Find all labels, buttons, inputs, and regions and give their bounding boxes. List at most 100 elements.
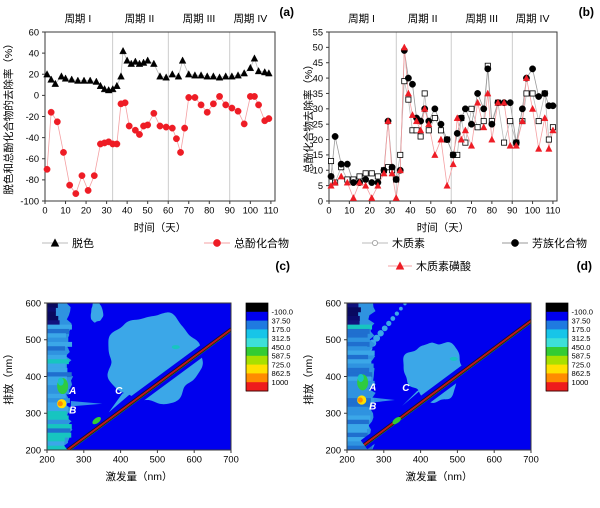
svg-text:C: C — [402, 383, 410, 394]
svg-text:(b): (b) — [579, 5, 594, 19]
svg-text:木质素: 木质素 — [392, 237, 425, 250]
svg-text:400: 400 — [113, 455, 129, 465]
svg-text:周期 I: 周期 I — [348, 13, 375, 25]
svg-text:总酚化合物去除率（%）: 总酚化合物去除率（%） — [302, 59, 315, 173]
svg-text:60: 60 — [446, 206, 456, 216]
svg-text:周期 II: 周期 II — [408, 13, 438, 25]
svg-text:600: 600 — [325, 298, 341, 308]
svg-text:200: 200 — [339, 455, 355, 465]
svg-text:(c): (c) — [275, 259, 290, 273]
svg-text:300: 300 — [376, 455, 392, 465]
svg-text:500: 500 — [25, 335, 41, 345]
svg-text:80: 80 — [487, 206, 497, 216]
svg-text:周期 III: 周期 III — [465, 13, 498, 25]
svg-text:1000: 1000 — [272, 378, 289, 387]
svg-text:50: 50 — [313, 43, 323, 53]
svg-text:450.0: 450.0 — [572, 343, 591, 352]
svg-text:90: 90 — [507, 206, 517, 216]
svg-text:300: 300 — [25, 409, 41, 419]
svg-text:587.5: 587.5 — [272, 352, 291, 361]
svg-text:30: 30 — [101, 206, 111, 216]
svg-text:862.5: 862.5 — [572, 369, 591, 378]
svg-text:激发量（nm）: 激发量（nm） — [105, 470, 172, 483]
svg-text:60: 60 — [163, 206, 173, 216]
svg-text:70: 70 — [184, 206, 194, 216]
svg-text:排放（nm）: 排放（nm） — [2, 348, 15, 405]
svg-text:木质素磺酸: 木质素磺酸 — [416, 259, 471, 273]
svg-text:-100: -100 — [20, 196, 39, 206]
svg-text:(a): (a) — [279, 5, 294, 19]
svg-text:600: 600 — [186, 455, 202, 465]
svg-text:300: 300 — [76, 455, 92, 465]
svg-text:700: 700 — [523, 455, 539, 465]
svg-text:80: 80 — [204, 206, 214, 216]
svg-text:100: 100 — [525, 206, 541, 216]
svg-text:600: 600 — [486, 455, 502, 465]
svg-text:B: B — [369, 402, 376, 413]
svg-text:30: 30 — [385, 206, 395, 216]
svg-text:700: 700 — [223, 455, 239, 465]
svg-text:60: 60 — [29, 27, 39, 37]
svg-text:500: 500 — [450, 455, 466, 465]
svg-text:725.0: 725.0 — [572, 360, 591, 369]
svg-text:400: 400 — [25, 372, 41, 382]
svg-text:55: 55 — [313, 27, 323, 37]
svg-text:312.5: 312.5 — [272, 334, 291, 343]
svg-text:450.0: 450.0 — [272, 343, 291, 352]
svg-text:0: 0 — [42, 206, 47, 216]
svg-text:(d): (d) — [577, 259, 592, 273]
svg-text:90: 90 — [225, 206, 235, 216]
svg-text:300: 300 — [325, 409, 341, 419]
svg-text:100: 100 — [243, 206, 259, 216]
svg-text:A: A — [368, 382, 376, 393]
svg-text:0: 0 — [318, 196, 323, 206]
svg-text:175.0: 175.0 — [572, 325, 591, 334]
svg-text:0: 0 — [326, 206, 331, 216]
svg-text:脱色和总酚化合物的去除率（%）: 脱色和总酚化合物的去除率（%） — [2, 38, 15, 194]
svg-text:200: 200 — [39, 455, 55, 465]
svg-text:C: C — [115, 386, 123, 397]
svg-text:周期 IV: 周期 IV — [233, 13, 267, 25]
svg-text:-80: -80 — [26, 175, 39, 185]
svg-text:总酚化合物: 总酚化合物 — [234, 236, 289, 250]
svg-text:312.5: 312.5 — [572, 334, 591, 343]
svg-text:500: 500 — [325, 335, 341, 345]
svg-text:50: 50 — [143, 206, 153, 216]
svg-text:400: 400 — [325, 372, 341, 382]
svg-text:激发量（nm）: 激发量（nm） — [405, 470, 472, 483]
svg-text:-20: -20 — [26, 112, 39, 122]
svg-text:20: 20 — [81, 206, 91, 216]
svg-text:周期 I: 周期 I — [64, 13, 91, 25]
svg-text:20: 20 — [365, 206, 375, 216]
svg-text:-100.0: -100.0 — [272, 308, 294, 317]
svg-text:-100.0: -100.0 — [572, 308, 594, 317]
svg-text:175.0: 175.0 — [272, 325, 291, 334]
svg-text:芳族化合物: 芳族化合物 — [532, 236, 587, 250]
svg-text:20: 20 — [29, 70, 39, 80]
svg-text:600: 600 — [25, 298, 41, 308]
svg-text:110: 110 — [546, 206, 561, 216]
svg-text:200: 200 — [25, 445, 41, 455]
svg-text:40: 40 — [405, 206, 415, 216]
svg-text:A: A — [68, 386, 76, 397]
svg-text:200: 200 — [325, 445, 341, 455]
svg-text:周期 II: 周期 II — [125, 13, 155, 25]
svg-text:500: 500 — [150, 455, 166, 465]
svg-text:725.0: 725.0 — [272, 360, 291, 369]
svg-text:周期 III: 周期 III — [183, 13, 216, 25]
svg-text:B: B — [69, 405, 76, 416]
svg-text:-40: -40 — [26, 133, 39, 143]
svg-text:50: 50 — [426, 206, 436, 216]
svg-text:40: 40 — [122, 206, 132, 216]
svg-text:周期 IV: 周期 IV — [516, 13, 550, 25]
svg-text:400: 400 — [413, 455, 429, 465]
svg-text:40: 40 — [29, 48, 39, 58]
svg-text:587.5: 587.5 — [572, 352, 591, 361]
svg-text:1000: 1000 — [572, 378, 589, 387]
svg-text:37.50: 37.50 — [272, 316, 291, 325]
svg-text:37.50: 37.50 — [572, 316, 591, 325]
svg-text:10: 10 — [344, 206, 354, 216]
svg-text:0: 0 — [34, 91, 39, 101]
svg-text:862.5: 862.5 — [272, 369, 291, 378]
svg-text:110: 110 — [263, 206, 278, 216]
